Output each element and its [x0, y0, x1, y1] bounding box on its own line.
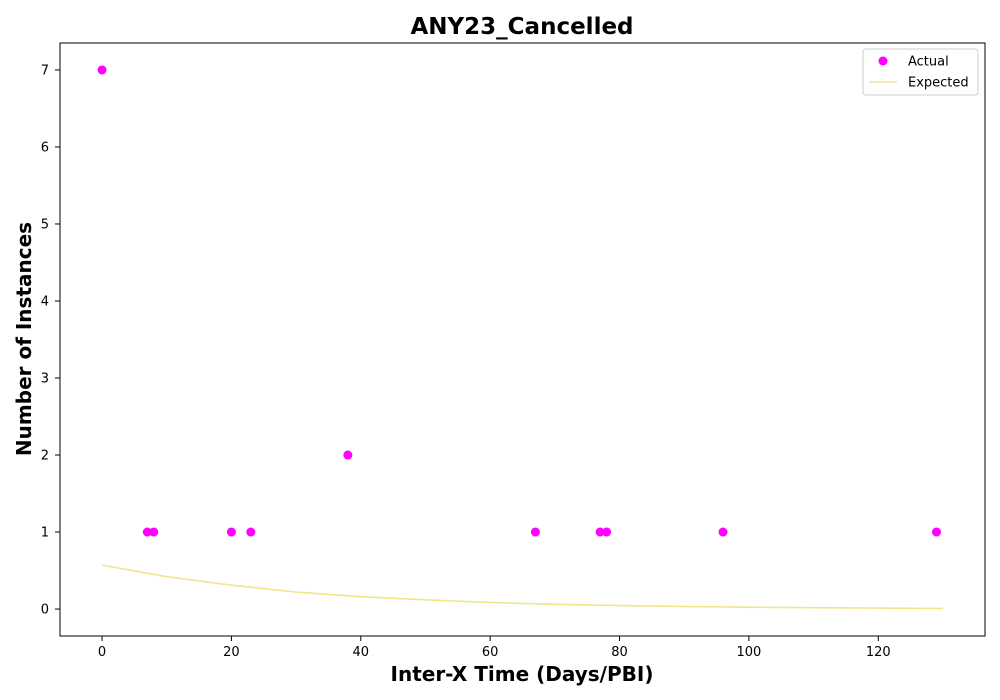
x-tick-label: 100 [736, 645, 761, 660]
y-axis-title: Number of Instances [12, 222, 36, 456]
actual-point [246, 527, 256, 537]
legend-marker-actual [878, 56, 888, 66]
y-tick-label: 3 [41, 372, 49, 387]
y-tick-label: 5 [41, 217, 49, 232]
plot-area [59, 42, 986, 637]
actual-point [97, 65, 107, 75]
legend-label: Actual [908, 55, 949, 70]
y-tick-label: 2 [41, 449, 49, 464]
x-tick-label: 60 [482, 645, 499, 660]
actual-point [343, 450, 353, 460]
legend: Actual Expected [862, 48, 979, 96]
x-tick-label: 40 [353, 645, 370, 660]
actual-point [602, 527, 612, 537]
actual-point [530, 527, 540, 537]
y-tick-label: 4 [41, 294, 49, 309]
actual-point [595, 527, 605, 537]
actual-point [931, 527, 941, 537]
y-tick-label: 1 [41, 526, 49, 541]
actual-point [142, 527, 152, 537]
legend-box [862, 48, 979, 96]
y-tick-label: 0 [41, 603, 49, 618]
legend-label: Expected [908, 76, 969, 91]
chart-title: ANY23_Cancelled [410, 14, 633, 40]
actual-point [718, 527, 728, 537]
x-axis-title: Inter-X Time (Days/PBI) [391, 662, 654, 686]
series-layer [97, 65, 944, 610]
x-tick-label: 0 [98, 645, 106, 660]
y-axis: 0 1 2 3 4 5 6 7 [41, 63, 60, 618]
x-tick-label: 20 [223, 645, 240, 660]
actual-point [149, 527, 159, 537]
actual-point [226, 527, 236, 537]
expected-line [101, 564, 944, 610]
y-tick-label: 7 [41, 63, 49, 78]
plot-frame [59, 42, 986, 637]
x-tick-label: 80 [611, 645, 628, 660]
x-axis: 0 20 40 60 80 100 120 [98, 636, 891, 660]
x-tick-label: 120 [866, 645, 891, 660]
y-tick-label: 6 [41, 140, 49, 155]
